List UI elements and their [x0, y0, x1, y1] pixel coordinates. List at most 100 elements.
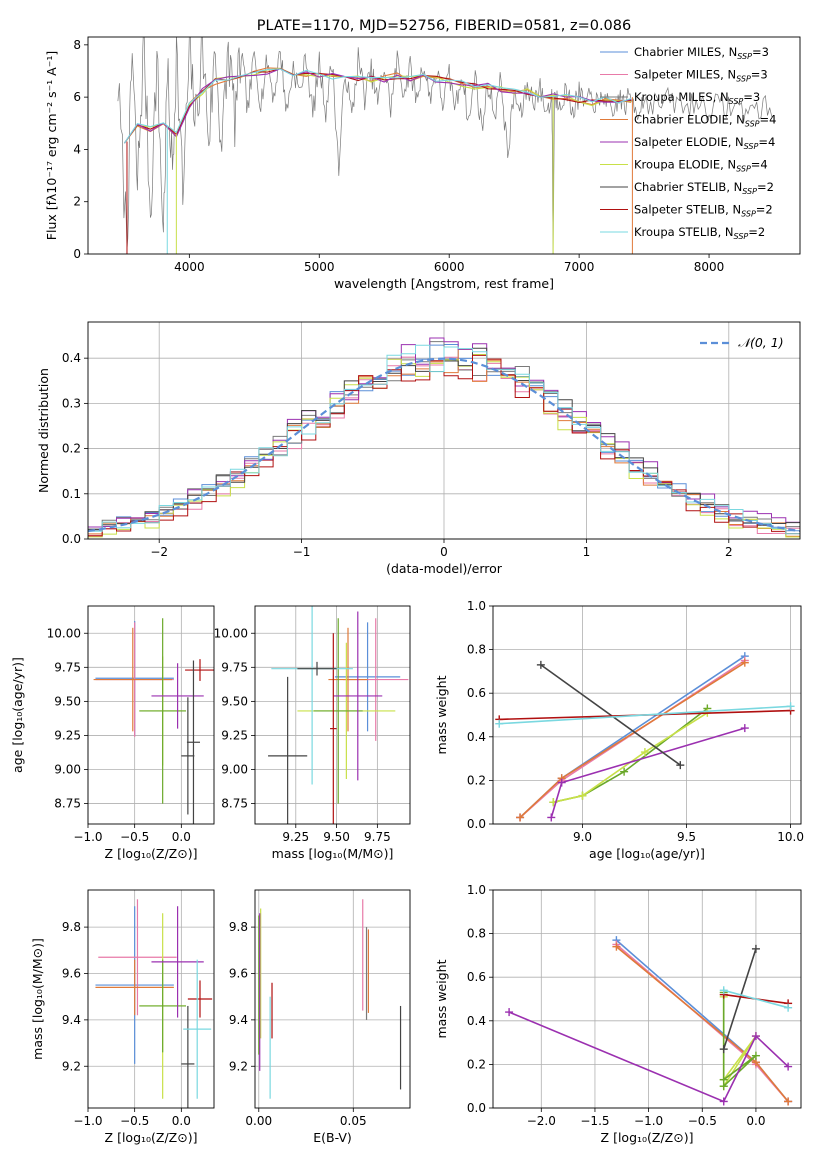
y-tick-label: 9.6 [62, 966, 81, 980]
legend-entry: Salpeter MILES, NSSP=3 [634, 68, 768, 84]
legend-entry: Chabrier ELODIE, NSSP=4 [634, 113, 776, 129]
y-axis-label: Normed distribution [36, 368, 51, 493]
axes-weight_vs_Z: −2.0 −1.5 −1.0 −0.5 0.0 0.0 0.2 0.4 0.6 0.8 1.0 Z [… [434, 883, 802, 1145]
x-axis-label: age [log₁₀(age/yr)] [589, 846, 705, 861]
axes-frame [492, 605, 802, 825]
legend-entry: Kroupa STELIB, NSSP=2 [634, 225, 765, 241]
x-tick-label: 9.0 [573, 830, 592, 844]
x-axis-label: Z [log₁₀(Z/Z⊙)] [105, 1130, 198, 1145]
y-tick-label: 9.6 [229, 966, 248, 980]
y-tick-label: 9.25 [221, 728, 248, 742]
y-tick-label: 9.2 [229, 1059, 248, 1073]
axes-mass_vs_Z: −1.0 −0.5 0.0 9.2 9.4 9.6 9.8 Z [log₁₀(Z/Z⊙)] ma… [30, 889, 215, 1145]
y-tick-label: 9.75 [54, 660, 81, 674]
y-axis-label: mass weight [434, 959, 449, 1038]
x-tick-label: −2 [150, 545, 168, 559]
legend-entry: Salpeter ELODIE, NSSP=4 [634, 135, 775, 151]
legend-entry: Chabrier STELIB, NSSP=2 [634, 180, 774, 196]
weight-line-chabrier_stelib [540, 664, 681, 766]
y-tick-label: 1.0 [467, 599, 486, 613]
y-axis-label: mass [log₁₀(M/M⊙)] [30, 938, 45, 1060]
y-tick-label: 0.4 [62, 351, 81, 365]
y-tick-label: 9.00 [54, 763, 81, 777]
legend-entry: Kroupa ELODIE, NSSP=4 [634, 158, 768, 174]
axes-weight_vs_age: 9.0 9.5 10.0 0.0 0.2 0.4 0.6 0.8 1.0 age [log₁₀(a… [434, 599, 804, 861]
x-tick-label: −2.0 [527, 1114, 556, 1128]
y-tick-label: 9.8 [62, 920, 81, 934]
axes-mass_vs_ebv: 0.00 0.05 9.2 9.4 9.6 9.8 E(B-V) [229, 889, 411, 1145]
axes-frame [87, 605, 215, 825]
axes-frame [87, 36, 801, 255]
x-tick-label: 0.0 [746, 1114, 765, 1128]
y-tick-label: 0.4 [467, 730, 486, 744]
y-tick-label: 9.50 [54, 694, 81, 708]
legend-entry: Kroupa MILES, NSSP=3 [634, 90, 760, 106]
y-tick-label: 0.0 [467, 1101, 486, 1115]
y-tick-label: 0.6 [467, 686, 486, 700]
y-tick-label: 0.0 [467, 817, 486, 831]
spectrum-model-kroupa_stelib [123, 68, 632, 144]
axes-frame [492, 889, 802, 1109]
y-tick-label: 0.6 [467, 970, 486, 984]
y-tick-label: 8.75 [54, 797, 81, 811]
x-tick-label: 0 [440, 545, 448, 559]
x-tick-label: 9.75 [364, 830, 391, 844]
x-tick-label: 9.25 [282, 830, 309, 844]
axes-residuals: −2 −1 0 1 2 0.0 0.1 0.2 0.3 0.4 (data-model)/error… [36, 321, 801, 576]
y-tick-label: 4 [73, 142, 81, 156]
x-tick-label: −0.5 [120, 1114, 149, 1128]
y-tick-label: 0.4 [467, 1014, 486, 1028]
y-tick-label: 0.2 [62, 442, 81, 456]
weight-line-kroupa_stelib [499, 705, 791, 725]
x-tick-label: 4000 [174, 260, 205, 274]
x-tick-label: −1.0 [73, 1114, 102, 1128]
spectrum-model-salpeter_elodie [123, 68, 632, 144]
legend-entry: Chabrier MILES, NSSP=3 [634, 45, 769, 61]
x-tick-label: 6000 [434, 260, 465, 274]
y-tick-label: 2 [73, 195, 81, 209]
x-tick-label: 9.50 [323, 830, 350, 844]
y-axis-label: mass weight [434, 675, 449, 754]
y-tick-label: 6 [73, 90, 81, 104]
y-tick-label: 9.8 [229, 920, 248, 934]
legend-entry: Salpeter STELIB, NSSP=2 [634, 203, 773, 219]
y-tick-label: 10.00 [214, 626, 248, 640]
weight-line-green [553, 707, 708, 803]
x-tick-label: −0.5 [120, 830, 149, 844]
axes-frame [87, 321, 801, 540]
x-tick-label: 8000 [694, 260, 725, 274]
y-tick-label: 0 [73, 247, 81, 261]
weight-line-kroupa_stelib [723, 989, 789, 1009]
x-axis-label: Z [log₁₀(Z/Z⊙)] [601, 1130, 694, 1145]
x-tick-label: 10.0 [777, 830, 804, 844]
y-tick-label: 8 [73, 38, 81, 52]
x-tick-label: 0.00 [245, 1114, 272, 1128]
legend-spectrum: Chabrier MILES, NSSP=3 Salpeter MILES, NS… [600, 45, 776, 241]
x-tick-label: 0.0 [172, 1114, 191, 1128]
x-tick-label: 0.05 [340, 1114, 367, 1128]
y-tick-label: 9.4 [62, 1013, 81, 1027]
axes-frame [87, 889, 215, 1109]
y-tick-label: 0.8 [467, 643, 486, 657]
x-tick-label: −1.0 [634, 1114, 663, 1128]
normal-curve [88, 357, 800, 533]
y-tick-label: 0.1 [62, 487, 81, 501]
y-tick-label: 0.8 [467, 927, 486, 941]
y-tick-label: 0.2 [467, 1057, 486, 1071]
x-tick-label: 1 [583, 545, 591, 559]
weight-line-kroupa_elodie [553, 712, 708, 803]
axes-spectrum: 4000 5000 6000 7000 8000 0 2 4 6 8 wavelength [Ang… [44, 18, 801, 291]
x-tick-label: 2 [725, 545, 733, 559]
y-tick-label: 9.25 [54, 728, 81, 742]
legend-residuals: 𝒩(0, 1) [700, 335, 784, 350]
y-tick-label: 0.0 [62, 532, 81, 546]
y-tick-label: 0.2 [467, 773, 486, 787]
x-tick-label: −1 [293, 545, 311, 559]
chart-title: PLATE=1170, MJD=52756, FIBERID=0581, z=0… [257, 18, 631, 34]
y-tick-label: 9.2 [62, 1059, 81, 1073]
y-tick-label: 9.75 [221, 660, 248, 674]
weight-line-chabrier_stelib [722, 948, 757, 1050]
x-axis-label: (data-model)/error [386, 561, 503, 576]
x-tick-label: −0.5 [688, 1114, 717, 1128]
x-axis-label: wavelength [Angstrom, rest frame] [334, 276, 554, 291]
